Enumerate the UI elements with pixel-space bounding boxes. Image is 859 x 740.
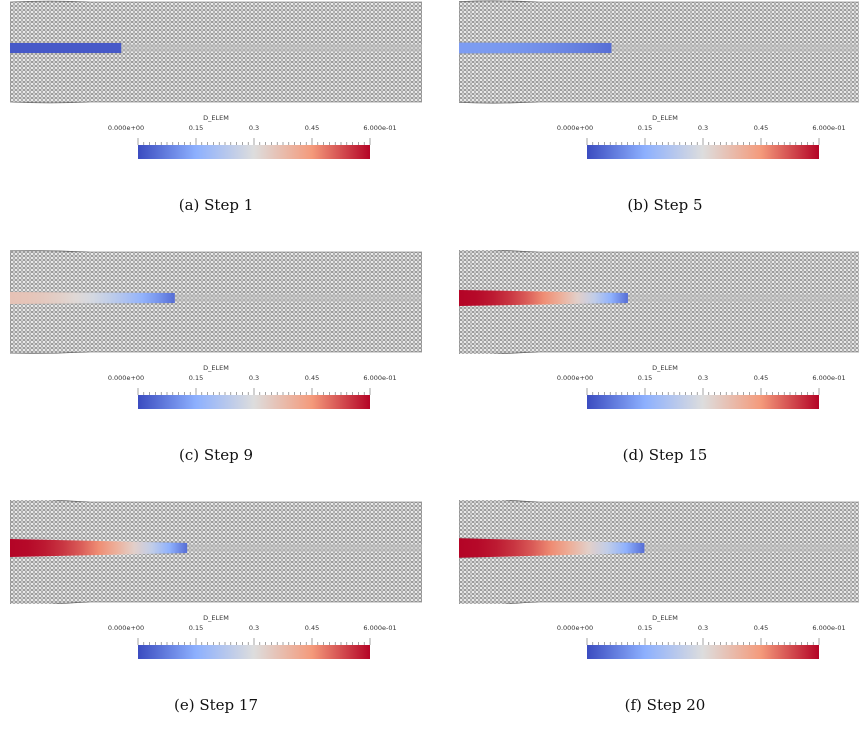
colorbar-tick-label: 0.000e+00 (107, 124, 145, 132)
colorbar (586, 388, 820, 409)
refined-band (10, 544, 422, 552)
colorbar-tick-label: 0.45 (753, 124, 769, 132)
colorbar-tick-label: 0.000e+00 (556, 374, 594, 382)
colorbar-tick-label: 0.15 (637, 624, 653, 632)
colorbar-tick-label: 0.3 (248, 124, 260, 132)
colorbar-tick-label: 6.000e-01 (363, 374, 397, 382)
damage-zone (459, 538, 645, 558)
damage-zone (10, 539, 188, 557)
colorbar (586, 638, 820, 659)
colorbar-tick-label: 6.000e-01 (812, 624, 846, 632)
subfigure-caption: (a) Step 1 (178, 196, 254, 214)
colorbar-tick-label: 0.3 (697, 374, 709, 382)
colorbar-title: D_ELEM (652, 364, 678, 372)
subfigure-caption: (e) Step 17 (174, 696, 258, 714)
colorbar-tick-label: 0.45 (304, 624, 320, 632)
colorbar (586, 138, 820, 159)
colorbar-tick-label: 0.000e+00 (556, 124, 594, 132)
mesh-view (10, 500, 422, 604)
colorbar-tick-label: 0.3 (697, 624, 709, 632)
subfigure-caption: (b) Step 5 (627, 196, 703, 214)
colorbar-tick-label: 0.000e+00 (556, 624, 594, 632)
colorbar-tick-label: 0.3 (697, 124, 709, 132)
damage-zone (10, 43, 122, 53)
refined-band (459, 544, 859, 552)
colorbar-tick-label: 0.000e+00 (107, 374, 145, 382)
subfigure-panel: D_ELEM 0.000e+00 0.15 0.3 0.45 6.000e-01 (f) S… (459, 500, 859, 740)
colorbar-tick-label: 0.15 (637, 124, 653, 132)
colorbar-tick-label: 0.15 (188, 124, 204, 132)
subfigure-caption: (f) Step 20 (624, 696, 706, 714)
mesh-view (459, 500, 859, 604)
refined-band (10, 294, 422, 302)
colorbar-tick-label: 0.15 (188, 374, 204, 382)
refined-band (10, 44, 422, 52)
subfigure-panel: D_ELEM 0.000e+00 0.15 0.3 0.45 6.000e-01 (c) S… (10, 250, 422, 490)
colorbar-tick-label: 0.45 (753, 374, 769, 382)
colorbar-tick-label: 0.000e+00 (107, 624, 145, 632)
colorbar-tick-label: 6.000e-01 (812, 124, 846, 132)
subfigure-caption: (d) Step 15 (622, 446, 708, 464)
colorbar-tick-label: 0.3 (248, 374, 260, 382)
colorbar-tick-label: 0.15 (637, 374, 653, 382)
damage-zone (459, 42, 612, 54)
colorbar-title: D_ELEM (203, 614, 229, 622)
subfigure-panel: D_ELEM 0.000e+00 0.15 0.3 0.45 6.000e-01 (b) S… (459, 0, 859, 240)
colorbar-tick-label: 6.000e-01 (812, 374, 846, 382)
mesh-view (10, 250, 422, 354)
refined-band (459, 44, 859, 52)
refined-band (459, 294, 859, 302)
colorbar-tick-label: 0.15 (188, 624, 204, 632)
colorbar-tick-label: 0.45 (753, 624, 769, 632)
colorbar-title: D_ELEM (203, 364, 229, 372)
colorbar-tick-label: 0.45 (304, 374, 320, 382)
subfigure-panel: D_ELEM 0.000e+00 0.15 0.3 0.45 6.000e-01 (e) S… (10, 500, 422, 740)
subfigure-panel: D_ELEM 0.000e+00 0.15 0.3 0.45 6.000e-01 (d) S… (459, 250, 859, 490)
colorbar (137, 638, 371, 659)
mesh-view (10, 0, 422, 104)
colorbar-tick-label: 6.000e-01 (363, 124, 397, 132)
subfigure-caption: (c) Step 9 (179, 446, 253, 464)
colorbar (137, 388, 371, 409)
colorbar-title: D_ELEM (652, 614, 678, 622)
colorbar (137, 138, 371, 159)
colorbar-title: D_ELEM (203, 114, 229, 122)
mesh-view (459, 0, 859, 104)
colorbar-tick-label: 0.45 (304, 124, 320, 132)
damage-zone (459, 290, 628, 306)
colorbar-tick-label: 6.000e-01 (363, 624, 397, 632)
colorbar-tick-label: 0.3 (248, 624, 260, 632)
subfigure-panel: D_ELEM 0.000e+00 0.15 0.3 0.45 6.000e-01 (a) S… (10, 0, 422, 240)
damage-zone (10, 292, 175, 304)
colorbar-title: D_ELEM (652, 114, 678, 122)
mesh-view (459, 250, 859, 354)
